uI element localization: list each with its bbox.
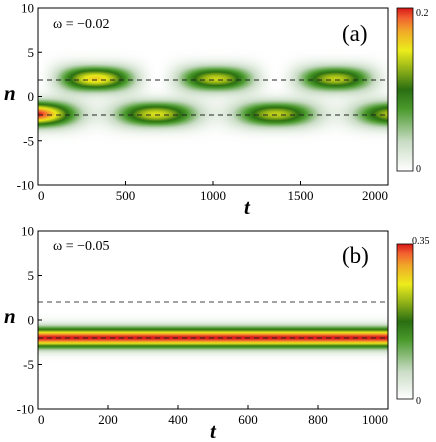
x-axis-label-b: t <box>210 419 217 442</box>
y-tick-label: 5 <box>28 45 35 60</box>
y-axis-label-a: n <box>4 81 16 105</box>
y-tick-label: -5 <box>23 133 34 148</box>
y-tick-label: 10 <box>21 224 34 239</box>
colorbar-b-min-label: 0 <box>416 396 421 407</box>
y-tick-label: 0 <box>28 89 35 104</box>
x-tick-label: 800 <box>308 412 328 427</box>
y-tick-label: 5 <box>28 268 35 283</box>
panel-b: 0 200 400 600 800 1000 10 5 0 -5 -10 ω = −0.05 (b)… <box>4 224 430 442</box>
x-tick-label: 1000 <box>362 412 388 427</box>
colorbar-b-max-label: 0.35 <box>412 236 430 247</box>
axis-ticks-a: 0 500 1000 1500 2000 10 5 0 -5 -10 <box>17 1 389 203</box>
x-tick-label: 0 <box>38 412 45 427</box>
y-tick-label: -10 <box>17 178 34 193</box>
panel-label-b: (b) <box>342 243 369 268</box>
heatmap-b <box>38 231 388 409</box>
x-tick-label: 500 <box>116 188 136 203</box>
colorbar-b <box>396 243 414 400</box>
omega-label-b: ω = −0.05 <box>53 239 110 254</box>
y-axis-label-b: n <box>4 304 16 328</box>
x-tick-label: 0 <box>38 188 45 203</box>
panel-label-a: (a) <box>342 21 368 46</box>
x-tick-label: 200 <box>98 412 118 427</box>
y-tick-label: -5 <box>23 357 34 372</box>
y-tick-label: -10 <box>17 402 34 417</box>
colorbar-a-min-label: 0 <box>416 164 421 175</box>
x-tick-label: 600 <box>238 412 258 427</box>
y-tick-label: 0 <box>28 313 35 328</box>
colorbar-a-max-label: 0.2 <box>416 8 429 19</box>
x-tick-label: 1000 <box>200 188 226 203</box>
y-tick-label: 10 <box>21 1 34 16</box>
omega-label-a: ω = −0.02 <box>53 17 110 32</box>
x-tick-label: 1500 <box>288 188 314 203</box>
x-tick-label: 2000 <box>362 188 388 203</box>
colorbar-a <box>396 7 414 172</box>
x-tick-label: 400 <box>168 412 188 427</box>
heatmap-a <box>38 8 388 185</box>
axis-ticks-b: 0 200 400 600 800 1000 10 5 0 -5 -10 <box>17 224 389 427</box>
x-axis-label-a: t <box>244 195 251 219</box>
